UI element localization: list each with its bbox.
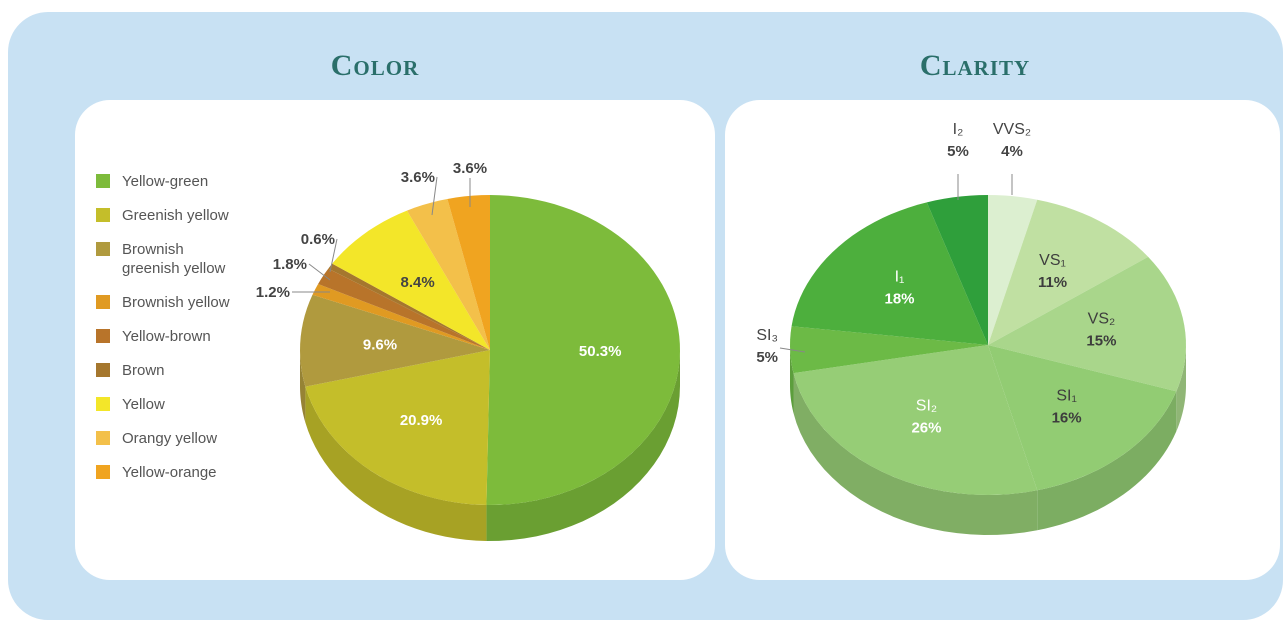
- category-label: VS₂: [1088, 310, 1116, 327]
- data-label: 50.3%: [579, 343, 622, 360]
- data-label: 5%: [756, 349, 778, 366]
- category-label: SI₂: [916, 397, 937, 414]
- legend-item: Yellow: [96, 395, 240, 414]
- legend-label: Yellow: [122, 396, 165, 413]
- legend-label: Yellow-green: [122, 173, 209, 190]
- data-label: 5%: [947, 143, 969, 160]
- legend-item: Greenish yellow: [96, 206, 240, 225]
- legend-swatch: [96, 242, 110, 256]
- category-label: VVS₂: [993, 121, 1031, 138]
- legend-swatch: [96, 397, 110, 411]
- chart-title: Clarity: [920, 49, 1030, 82]
- legend-label: Brown: [122, 362, 165, 379]
- legend-label: Orangy yellow: [122, 430, 218, 447]
- pie-slice: [318, 268, 490, 350]
- data-label: 3.6%: [401, 169, 435, 186]
- leader-line: [308, 263, 331, 281]
- data-label: 11%: [1038, 274, 1067, 291]
- leader-line: [779, 347, 806, 353]
- legend-item: Yellow-orange: [96, 463, 240, 482]
- data-label: 15%: [1086, 332, 1116, 349]
- legend-swatch: [96, 295, 110, 309]
- data-label: 16%: [1052, 409, 1082, 426]
- pie-slice: [988, 256, 1186, 392]
- leader-line: [431, 176, 438, 216]
- pie-side: [300, 350, 306, 423]
- category-label: SI₁: [1056, 387, 1077, 404]
- legend-label: Greenish yellow: [122, 207, 229, 224]
- pie-slice: [486, 195, 680, 505]
- legend-label: Yellow-orange: [122, 464, 217, 481]
- data-label: 0.6%: [301, 231, 335, 248]
- legend-swatch: [96, 363, 110, 377]
- data-label: 1.2%: [256, 284, 290, 301]
- legend-label: Yellow-brown: [122, 328, 211, 345]
- legend-swatch: [96, 431, 110, 445]
- category-label: I₂: [953, 121, 964, 138]
- pie-slice: [305, 350, 490, 505]
- data-label: 26%: [911, 419, 941, 436]
- pie-slice: [926, 195, 988, 345]
- pie-slice: [988, 199, 1149, 345]
- legend-item: Yellow-green: [96, 172, 240, 191]
- legend-item: Brownish yellow: [96, 293, 240, 312]
- category-label: SI₃: [756, 327, 778, 344]
- pie-side: [793, 373, 1038, 535]
- data-label: 1.8%: [273, 256, 307, 273]
- data-label: 4%: [1001, 143, 1023, 160]
- data-label: 3.6%: [453, 160, 487, 177]
- pie-side: [790, 345, 794, 414]
- legend-item: Yellow-brown: [96, 327, 240, 346]
- legend-item: Brownish greenish yellow: [96, 240, 240, 278]
- pie-slice: [790, 326, 988, 374]
- pie-slice: [300, 294, 490, 387]
- pie-slice: [328, 263, 490, 350]
- pie-side: [305, 386, 487, 541]
- pie-side: [486, 350, 680, 541]
- pie-slice: [406, 198, 490, 350]
- legend-item: Brown: [96, 361, 240, 380]
- data-label: 18%: [884, 291, 914, 308]
- pie-slice: [988, 195, 1038, 345]
- data-label: 9.6%: [363, 336, 397, 353]
- pie-slice: [791, 202, 988, 345]
- pie-slice: [312, 284, 490, 350]
- leader-line: [329, 238, 338, 273]
- pie-slice: [332, 210, 490, 350]
- legend-swatch: [96, 329, 110, 343]
- legend-swatch: [96, 465, 110, 479]
- category-label: VS₁: [1039, 252, 1066, 269]
- data-label: 8.4%: [401, 274, 435, 291]
- legend: Yellow-green Greenish yellow Brownish gree…: [96, 172, 240, 482]
- pie-side: [1176, 345, 1186, 432]
- pie-slice: [988, 345, 1177, 491]
- pie-slice: [793, 345, 1038, 495]
- legend-swatch: [96, 174, 110, 188]
- legend-swatch: [96, 208, 110, 222]
- category-label: I₁: [895, 269, 905, 286]
- pie-slice: [447, 195, 490, 350]
- pie-side: [1037, 391, 1177, 531]
- legend-label: Brownish yellow: [122, 294, 230, 311]
- legend-item: Orangy yellow: [96, 429, 240, 448]
- chart-title: Color: [331, 49, 420, 82]
- data-label: 20.9%: [400, 412, 443, 429]
- legend-label: Brownish greenish yellow: [122, 241, 226, 277]
